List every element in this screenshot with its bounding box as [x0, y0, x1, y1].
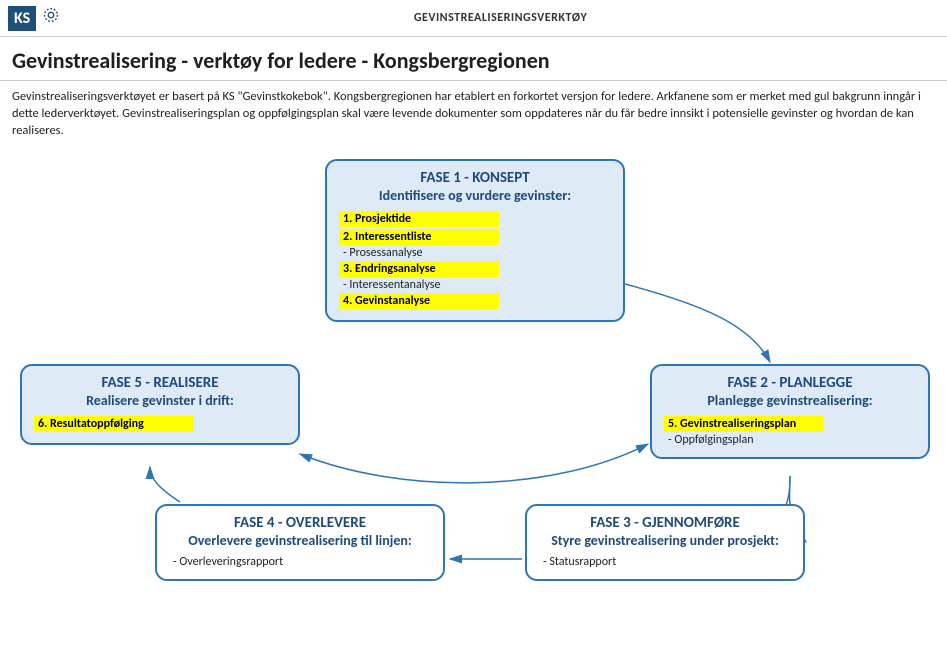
ks-logo: KS: [8, 6, 36, 31]
phase1-item-5: 4. Gevinstanalyse: [339, 293, 499, 309]
phase3-item-0: - Statusrapport: [539, 554, 620, 570]
tool-title: GEVINSTREALISERINGSVERKTØY: [62, 11, 939, 25]
gear-icon: [40, 4, 62, 32]
phase4-box: FASE 4 - OVERLEVEREOverlevere gevinstrea…: [155, 504, 445, 581]
phase4-item-0: - Overleveringsrapport: [169, 554, 287, 570]
phase5-subtitle: Realisere gevinster i drift:: [34, 392, 286, 409]
phase2-items: 5. Gevinstrealiseringsplan- Oppfølgingsp…: [664, 415, 916, 447]
phase3-box: FASE 3 - GJENNOMFØREStyre gevinstrealise…: [525, 504, 805, 581]
phase4-title: FASE 4 - OVERLEVERE: [169, 514, 431, 532]
phase1-item-0: 1. Prosjektide: [339, 211, 499, 227]
phase1-items: 1. Prosjektide 2. Interessentliste- Prose…: [339, 210, 611, 310]
phase2-box: FASE 2 - PLANLEGGEPlanlegge gevinstreali…: [650, 364, 930, 459]
phase4-items: - Overleveringsrapport: [169, 555, 431, 569]
phase5-title: FASE 5 - REALISERE: [34, 374, 286, 392]
phase2-item-0: 5. Gevinstrealiseringsplan: [664, 416, 824, 432]
phase1-item-1: 2. Interessentliste: [339, 229, 499, 245]
phase2-title: FASE 2 - PLANLEGGE: [664, 374, 916, 392]
phase1-item-2: - Prosessanalyse: [339, 245, 427, 261]
phase-diagram: FASE 1 - KONSEPTIdentifisere og vurdere …: [0, 144, 947, 624]
phase1-subtitle: Identifisere og vurdere gevinster:: [339, 187, 611, 204]
phase3-items: - Statusrapport: [539, 555, 791, 569]
phase2-item-1: - Oppfølgingsplan: [664, 432, 758, 448]
phase2-subtitle: Planlegge gevinstrealisering:: [664, 392, 916, 409]
phase5-items: 6. Resultatoppfølging: [34, 415, 286, 433]
phase5-item-0: 6. Resultatoppfølging: [34, 416, 194, 432]
header-bar: KS GEVINSTREALISERINGSVERKTØY: [0, 0, 947, 37]
phase1-box: FASE 1 - KONSEPTIdentifisere og vurdere …: [325, 159, 625, 322]
phase5-box: FASE 5 - REALISERERealisere gevinster i …: [20, 364, 300, 445]
phase1-item-3: 3. Endringsanalyse: [339, 261, 499, 277]
page-title: Gevinstrealisering - verktøy for ledere …: [0, 37, 947, 81]
phase1-item-4: - Interessentanalyse: [339, 277, 444, 293]
intro-paragraph: Gevinstrealiseringsverktøyet er basert p…: [0, 81, 947, 144]
phase3-subtitle: Styre gevinstrealisering under prosjekt:: [539, 532, 791, 549]
phase1-title: FASE 1 - KONSEPT: [339, 169, 611, 187]
phase4-subtitle: Overlevere gevinstrealisering til linjen…: [169, 532, 431, 549]
phase3-title: FASE 3 - GJENNOMFØRE: [539, 514, 791, 532]
